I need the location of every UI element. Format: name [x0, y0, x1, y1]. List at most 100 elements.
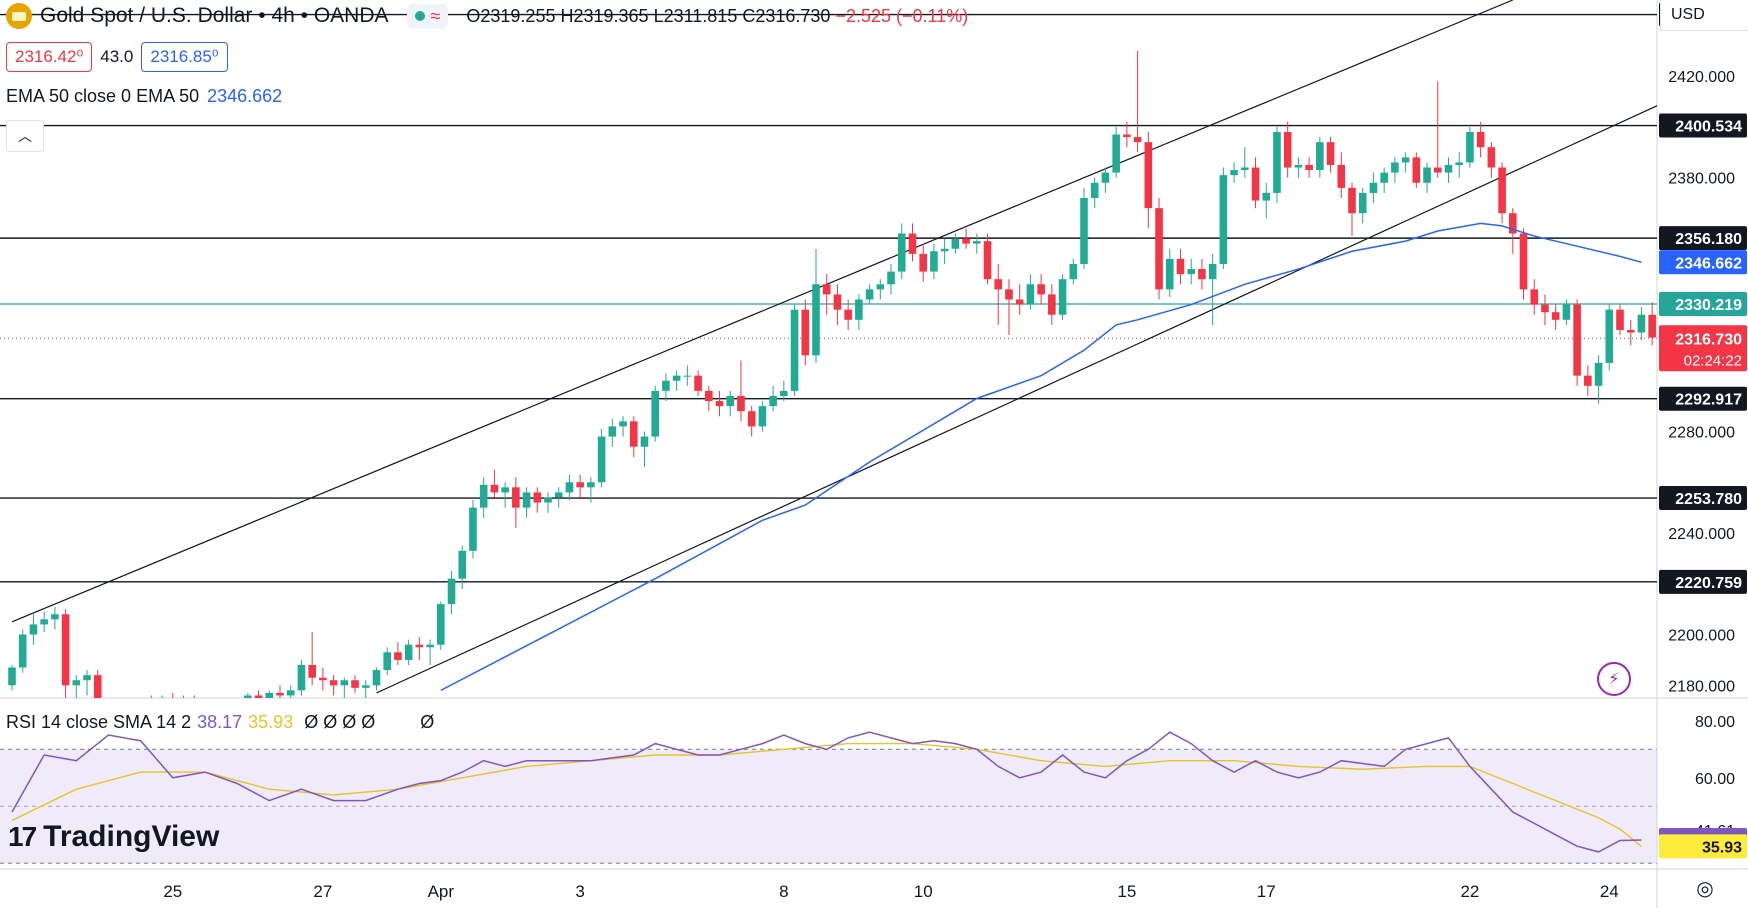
candle[interactable] [522, 487, 531, 518]
candle[interactable] [640, 431, 649, 468]
candle[interactable] [404, 639, 413, 666]
candle[interactable] [1241, 147, 1249, 178]
market-status-pill[interactable]: ≈ [406, 3, 449, 29]
candle[interactable] [1648, 302, 1656, 346]
candle[interactable] [1037, 274, 1045, 305]
tradingview-logo[interactable]: 17 TradingView [8, 820, 219, 854]
candle[interactable] [747, 406, 756, 437]
candle[interactable] [962, 228, 970, 249]
candle[interactable] [683, 365, 692, 386]
candle[interactable] [1605, 304, 1614, 371]
candle[interactable] [758, 401, 767, 432]
candle[interactable] [1219, 167, 1228, 270]
candle[interactable] [29, 614, 38, 645]
candle[interactable] [629, 416, 638, 457]
candle[interactable] [737, 360, 745, 422]
candle[interactable] [1144, 131, 1153, 229]
candle[interactable] [855, 294, 863, 330]
candle[interactable] [1573, 299, 1581, 386]
candle[interactable] [1090, 177, 1099, 209]
candle[interactable] [672, 370, 681, 391]
candle[interactable] [1358, 187, 1367, 224]
candle[interactable] [1262, 182, 1271, 219]
candle[interactable] [1069, 258, 1078, 285]
candle[interactable] [1466, 126, 1474, 168]
candle[interactable] [994, 263, 1003, 325]
candle[interactable] [887, 263, 895, 295]
candle[interactable] [1026, 274, 1035, 310]
candle[interactable] [158, 695, 166, 708]
candle[interactable] [319, 667, 327, 691]
settings-icon[interactable]: ◎ [1696, 877, 1714, 900]
candle[interactable] [576, 474, 584, 498]
candle[interactable] [286, 685, 295, 703]
candle[interactable] [533, 487, 542, 513]
candle[interactable] [1198, 258, 1206, 290]
candle[interactable] [919, 243, 927, 282]
candle[interactable] [437, 601, 445, 650]
candle[interactable] [512, 477, 520, 528]
candle[interactable] [1305, 157, 1313, 178]
sell-price-button[interactable]: 2316.42⁰ [6, 42, 93, 72]
candle[interactable] [329, 675, 338, 696]
candle[interactable] [490, 469, 499, 498]
candle[interactable] [1530, 279, 1539, 315]
candle[interactable] [501, 482, 509, 508]
candle[interactable] [372, 667, 381, 691]
candle[interactable] [1423, 162, 1431, 193]
candle[interactable] [844, 299, 852, 330]
candle[interactable] [1637, 307, 1646, 341]
candle[interactable] [715, 390, 724, 417]
candle[interactable] [426, 639, 434, 666]
candle[interactable] [1391, 157, 1399, 183]
candle[interactable] [361, 680, 370, 700]
candle[interactable] [790, 304, 799, 396]
candle[interactable] [1551, 304, 1560, 330]
candle[interactable] [1230, 162, 1238, 183]
candle[interactable] [415, 637, 424, 660]
candle[interactable] [1584, 365, 1592, 396]
candle[interactable] [169, 692, 177, 711]
candle[interactable] [72, 675, 81, 700]
candle[interactable] [1101, 167, 1110, 193]
candle[interactable] [726, 390, 735, 417]
candle[interactable] [244, 692, 252, 711]
candle[interactable] [930, 243, 938, 280]
candle[interactable] [876, 279, 885, 300]
candle[interactable] [1562, 299, 1571, 325]
lightning-icon[interactable]: ⚡ [1597, 662, 1631, 696]
buy-price-button[interactable]: 2316.85⁰ [141, 42, 228, 72]
candle[interactable] [1208, 253, 1217, 325]
candle[interactable] [1048, 284, 1056, 325]
ema-legend[interactable]: EMA 50 close 0 EMA 50 2346.662 [6, 86, 282, 107]
candle[interactable] [1133, 50, 1142, 153]
currency-selector[interactable]: USD [1660, 0, 1748, 31]
candle[interactable] [940, 238, 949, 264]
candle[interactable] [469, 500, 477, 559]
candle[interactable] [1283, 121, 1292, 178]
candle[interactable] [1294, 157, 1303, 178]
candle[interactable] [1058, 274, 1067, 320]
candle[interactable] [694, 370, 702, 396]
rsi-legend[interactable]: RSI 14 close SMA 14 2 38.17 35.93 Ø Ø Ø Ø … [6, 712, 434, 733]
candle[interactable] [1251, 157, 1260, 209]
candle[interactable] [340, 677, 349, 698]
candle[interactable] [1509, 208, 1517, 254]
candle[interactable] [769, 385, 777, 412]
candle[interactable] [1433, 81, 1442, 178]
candle[interactable] [1380, 167, 1388, 193]
symbol-title[interactable]: Gold Spot / U.S. Dollar • 4h • OANDA [40, 4, 389, 27]
candle[interactable] [1123, 121, 1131, 148]
candle[interactable] [973, 233, 981, 254]
candle[interactable] [447, 571, 456, 615]
candle[interactable] [8, 665, 16, 691]
candle[interactable] [61, 609, 70, 698]
candle[interactable] [1594, 355, 1603, 404]
candle[interactable] [1337, 152, 1346, 198]
candle[interactable] [1165, 248, 1174, 297]
candle[interactable] [1541, 294, 1549, 325]
candle[interactable] [554, 487, 563, 508]
candle[interactable] [1015, 284, 1024, 315]
candle[interactable] [565, 474, 574, 501]
